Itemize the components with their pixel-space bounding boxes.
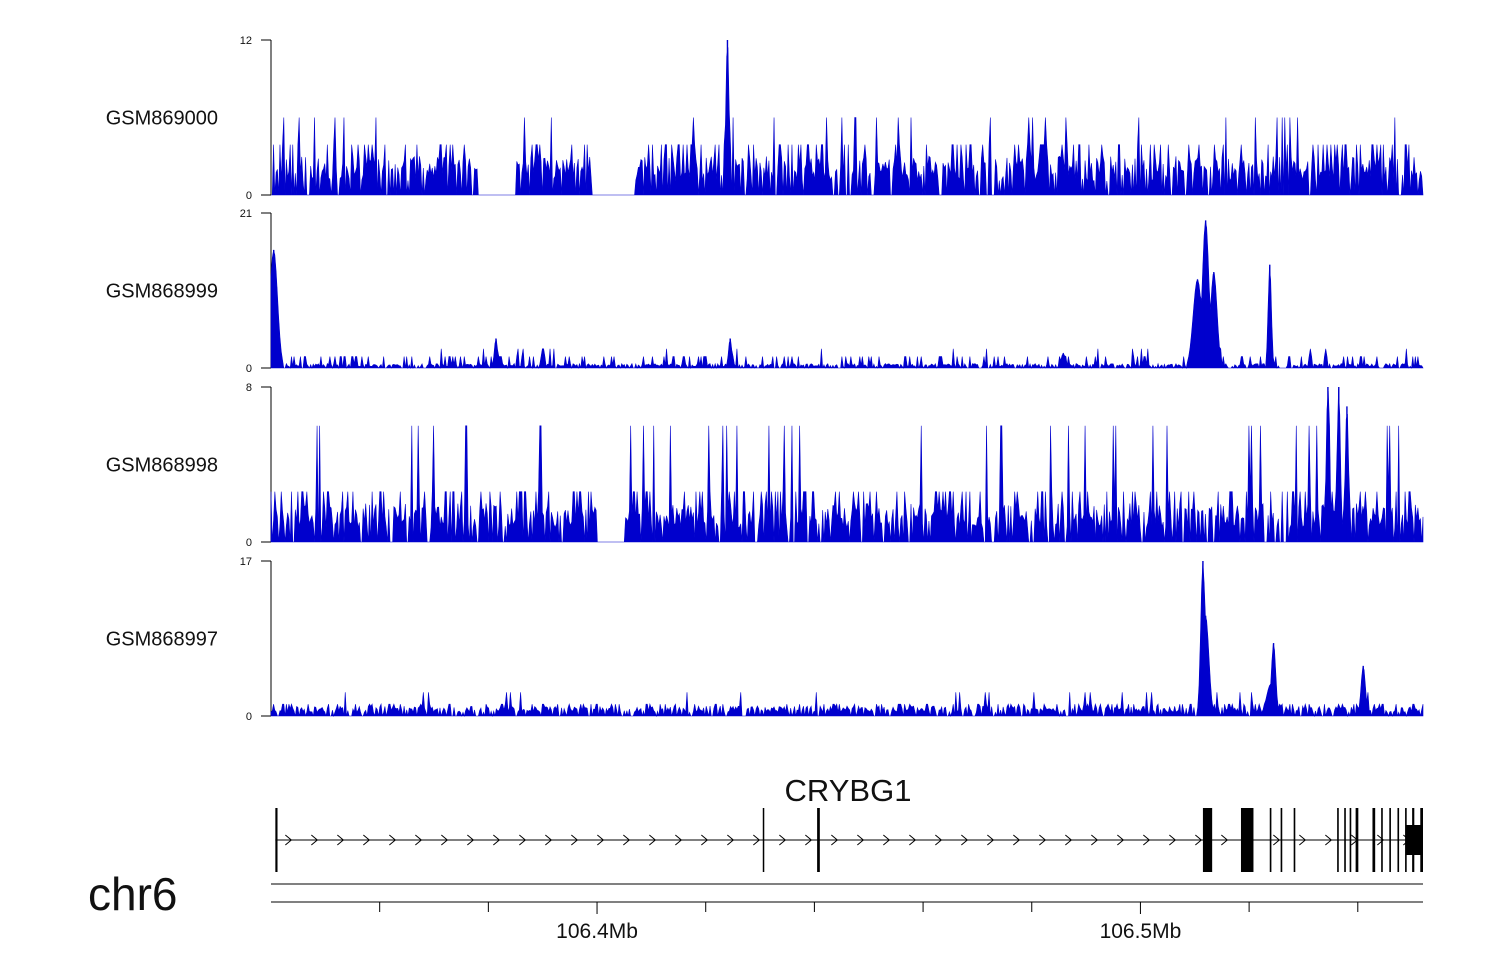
strand-arrow	[1221, 834, 1229, 846]
exon	[1349, 808, 1352, 872]
strand-arrow	[727, 834, 735, 846]
exon	[817, 808, 820, 872]
strand-arrow	[415, 834, 423, 846]
coverage-area	[270, 220, 1424, 370]
exon	[275, 808, 278, 872]
strand-arrow	[597, 834, 605, 846]
strand-arrow	[1377, 834, 1385, 846]
y-tick-label-min: 0	[246, 537, 252, 549]
y-tick-label-max: 8	[246, 382, 252, 394]
exon	[1381, 808, 1383, 872]
strand-arrow	[805, 834, 813, 846]
y-tick-label-min: 0	[246, 711, 252, 723]
strand-arrow	[909, 834, 917, 846]
gene-model	[275, 808, 1423, 872]
strand-arrow	[1169, 834, 1177, 846]
coverage-area	[270, 561, 1424, 718]
track-label: GSM869000	[106, 108, 218, 130]
y-tick-label-min: 0	[246, 363, 252, 375]
axis-tick-label: 106.5Mb	[1100, 920, 1182, 943]
track-GSM868998: GSM868998 8 0	[106, 382, 1424, 549]
track-GSM868997: GSM868997 17 0	[106, 556, 1424, 723]
strand-arrow	[571, 834, 579, 846]
exon	[1280, 808, 1283, 872]
strand-arrow	[545, 834, 553, 846]
strand-arrow	[987, 834, 995, 846]
y-tick-label-max: 21	[240, 208, 252, 220]
strand-arrow	[779, 834, 787, 846]
exon	[1240, 808, 1254, 872]
strand-arrow	[519, 834, 527, 846]
coverage-area	[270, 388, 1424, 543]
chromosome-label: chr6	[88, 868, 177, 920]
exon	[1355, 808, 1359, 872]
strand-arrow	[467, 834, 475, 846]
track-label: GSM868997	[106, 629, 218, 651]
strand-arrow	[857, 834, 865, 846]
coverage-tracks: GSM869000120GSM868999210GSM86899880GSM86…	[106, 35, 1424, 723]
strand-arrow	[1299, 834, 1307, 846]
strand-arrow	[935, 834, 943, 846]
strand-arrow	[1039, 834, 1047, 846]
strand-arrow	[831, 834, 839, 846]
strand-arrow	[1195, 834, 1203, 846]
track-GSM869000: GSM869000 12 0	[106, 35, 1424, 202]
strand-arrow	[441, 834, 449, 846]
strand-arrow	[363, 834, 371, 846]
axis-tick-label: 106.4Mb	[556, 920, 638, 943]
strand-arrow	[753, 834, 761, 846]
exon	[1344, 808, 1346, 872]
gene-name-label: CRYBG1	[785, 773, 912, 808]
exon	[762, 808, 765, 872]
exon	[1293, 808, 1296, 872]
strand-arrow	[1273, 834, 1281, 846]
track-label: GSM868998	[106, 455, 218, 477]
strand-arrow	[493, 834, 501, 846]
exon	[1397, 808, 1400, 872]
track-GSM868999: GSM868999 21 0	[106, 208, 1424, 375]
exon	[1372, 808, 1376, 872]
strand-arrow	[1143, 834, 1151, 846]
strand-arrow	[961, 834, 969, 846]
strand-arrow	[311, 834, 319, 846]
strand-arrow	[675, 834, 683, 846]
exon	[1337, 808, 1339, 872]
strand-arrow	[1065, 834, 1073, 846]
exon	[1389, 808, 1391, 872]
strand-arrow	[1117, 834, 1125, 846]
strand-arrow	[1013, 834, 1021, 846]
strand-arrow	[285, 834, 293, 846]
strand-arrow	[1325, 834, 1333, 846]
y-tick-label-max: 12	[240, 35, 252, 47]
strand-arrow	[701, 834, 709, 846]
strand-arrow	[337, 834, 345, 846]
exon	[1202, 808, 1213, 872]
exon	[1269, 808, 1272, 872]
strand-arrow	[649, 834, 657, 846]
strand-arrow	[1091, 834, 1099, 846]
strand-arrow	[623, 834, 631, 846]
terminal-exon	[1405, 825, 1423, 855]
axis-ticks: 106.4Mb 106.5Mb	[379, 902, 1359, 943]
y-tick-label-min: 0	[246, 190, 252, 202]
strand-arrow	[389, 834, 397, 846]
strand-arrow	[883, 834, 891, 846]
y-tick-label-max: 17	[240, 556, 252, 568]
coverage-area	[271, 47, 1424, 196]
genome-axis: chr6 106.4Mb 106.5Mb	[88, 868, 1423, 943]
track-label: GSM868999	[106, 281, 218, 303]
gene-track: CRYBG1	[275, 773, 1423, 872]
